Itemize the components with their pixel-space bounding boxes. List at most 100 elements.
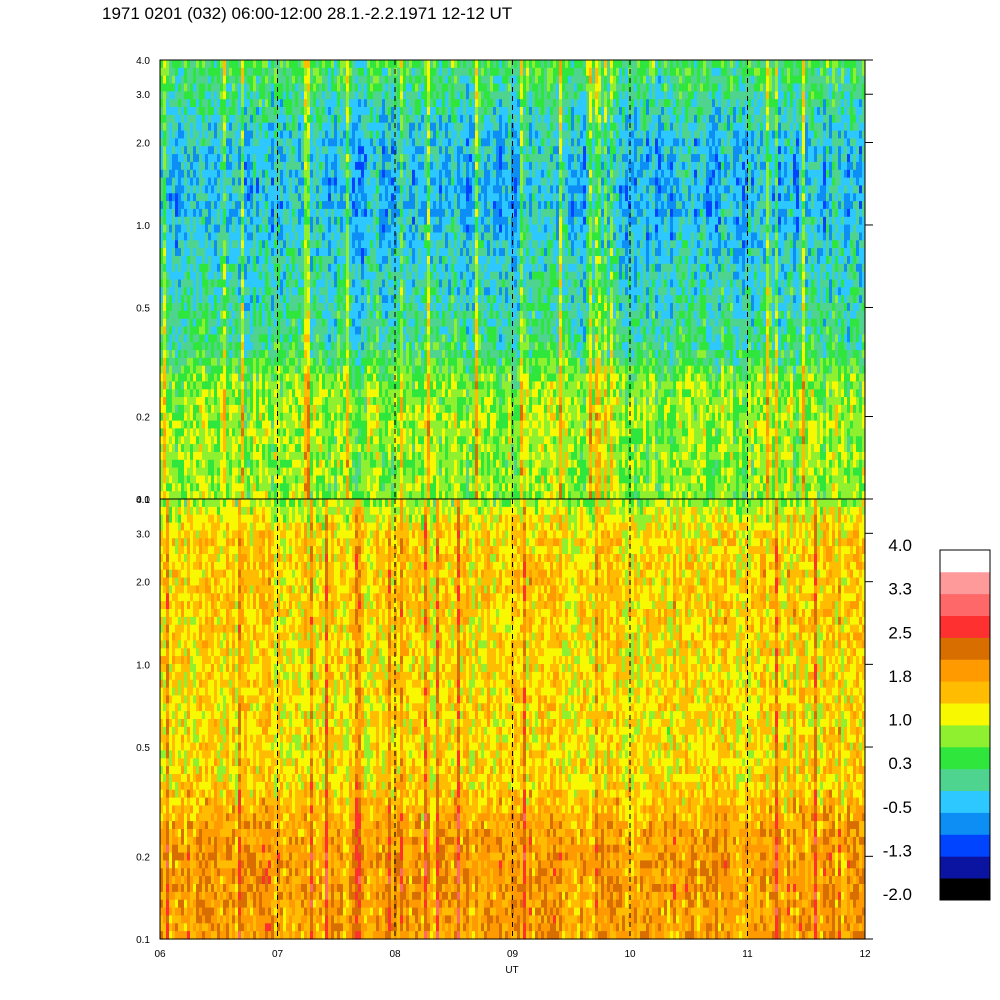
heatmap-cell [271,83,275,92]
heatmap-cell [193,193,197,202]
heatmap-cell [415,75,419,85]
heatmap-cell [409,404,413,414]
heatmap-cell [382,303,386,312]
heatmap-cell [370,60,374,69]
heatmap-cell [304,428,308,437]
heatmap-cell [355,248,359,257]
heatmap-cell [190,428,194,437]
heatmap-cell [289,60,293,69]
heatmap-cell [373,263,377,273]
heatmap-cell [313,201,317,210]
heatmap-cell [304,216,308,226]
heatmap-cell [409,491,413,500]
heatmap-cell [271,240,275,249]
heatmap-cell [346,428,350,437]
heatmap-cell [190,397,194,406]
heatmap-cell [163,185,167,194]
heatmap-cell [238,224,242,233]
heatmap-cell [418,397,422,406]
heatmap-cell [172,279,176,288]
heatmap-cell [160,107,164,116]
heatmap-cell [358,83,362,92]
heatmap-cell [238,397,242,406]
heatmap-cell [208,326,212,335]
heatmap-cell [268,263,272,273]
heatmap-cell [370,483,374,492]
heatmap-cell [217,208,221,218]
heatmap-cell [361,240,365,249]
heatmap-cell [271,420,275,429]
heatmap-cell [394,263,398,273]
heatmap-cell [244,475,248,484]
heatmap-cell [406,224,410,233]
heatmap-cell [304,146,308,155]
heatmap-cell [340,67,344,77]
heatmap-cell [328,67,332,77]
heatmap-cell [241,491,245,500]
heatmap-cell [310,91,314,100]
heatmap-cell [196,365,200,375]
heatmap-cell [313,83,317,92]
heatmap-cell [415,201,419,210]
heatmap-cell [283,146,287,155]
heatmap-cell [268,99,272,108]
heatmap-cell [292,154,296,163]
heatmap-cell [187,263,191,273]
heatmap-cell [184,483,188,492]
heatmap-cell [328,279,332,288]
heatmap-cell [346,193,350,202]
heatmap-cell [373,208,377,218]
heatmap-cell [169,224,173,233]
heatmap-cell [199,310,203,320]
heatmap-cell [418,224,422,233]
heatmap-cell [319,279,323,288]
heatmap-cell [367,83,371,92]
heatmap-cell [298,256,302,265]
heatmap-cell [262,381,266,390]
heatmap-cell [322,420,326,429]
heatmap-cell [205,193,209,202]
heatmap-cell [265,122,269,132]
heatmap-cell [205,365,209,375]
heatmap-cell [346,483,350,492]
heatmap-cell [310,279,314,288]
heatmap-cell [247,161,251,171]
heatmap-cell [385,436,389,445]
heatmap-cell [292,263,296,273]
heatmap-cell [235,185,239,194]
heatmap-cell [265,107,269,116]
heatmap-cell [205,326,209,335]
heatmap-cell [274,350,278,359]
heatmap-cell [331,161,335,171]
heatmap-cell [175,208,179,218]
heatmap-cell [172,216,176,226]
heatmap-cell [379,303,383,312]
heatmap-cell [400,420,404,429]
heatmap-cell [295,310,299,320]
heatmap-cell [208,75,212,85]
heatmap-cell [244,279,248,288]
heatmap-cell [295,389,299,398]
heatmap-cell [334,436,338,445]
heatmap-cell [406,420,410,429]
heatmap-cell [373,232,377,241]
heatmap-cell [319,389,323,398]
heatmap-cell [412,334,416,343]
heatmap-cell [385,483,389,492]
heatmap-cell [226,389,230,398]
heatmap-cell [391,436,395,445]
heatmap-cell [397,224,401,233]
heatmap-cell [412,224,416,233]
heatmap-cell [409,83,413,92]
heatmap-cell [331,240,335,249]
heatmap-cell [400,452,404,461]
heatmap-cell [193,67,197,77]
heatmap-cell [421,216,425,226]
heatmap-cell [361,138,365,147]
heatmap-cell [304,491,308,500]
heatmap-cell [160,404,164,414]
heatmap-cell [322,444,326,453]
heatmap-cell [370,216,374,226]
heatmap-cell [277,459,281,469]
heatmap-cell [172,365,176,375]
